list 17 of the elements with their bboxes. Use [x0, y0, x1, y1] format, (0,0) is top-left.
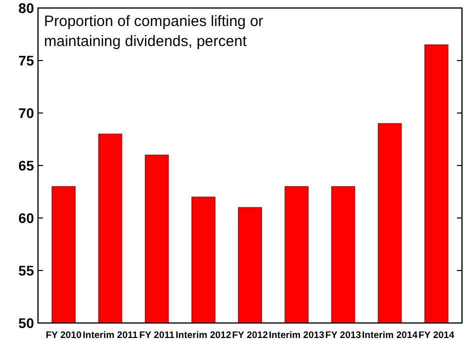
y-tick-label: 50 — [18, 314, 34, 331]
x-tick-label: FY 2010 — [46, 330, 82, 341]
x-tick-label: Interim 2013 — [268, 330, 324, 341]
x-tick-label: FY 2013 — [325, 330, 362, 341]
y-tick-label: 75 — [18, 52, 34, 68]
y-tick-label: 55 — [18, 262, 34, 278]
x-tick-label: FY 2014 — [418, 330, 455, 341]
y-tick-label: 60 — [18, 210, 34, 226]
text: Proportion of companies lifting or maintaining dividends, percent — [44, 13, 264, 50]
x-tick-label: FY 2011 — [139, 330, 176, 341]
x-tick-label: FY 2012 — [232, 330, 268, 341]
x-tick-label: Interim 2012 — [176, 330, 232, 341]
y-tick-label: 70 — [18, 104, 34, 121]
y-tick-label: 65 — [18, 157, 34, 174]
x-tick-label: Interim 2014 — [362, 330, 418, 341]
x-tick-label: Interim 2011 — [82, 330, 138, 341]
y-tick-label: 80 — [18, 0, 34, 16]
